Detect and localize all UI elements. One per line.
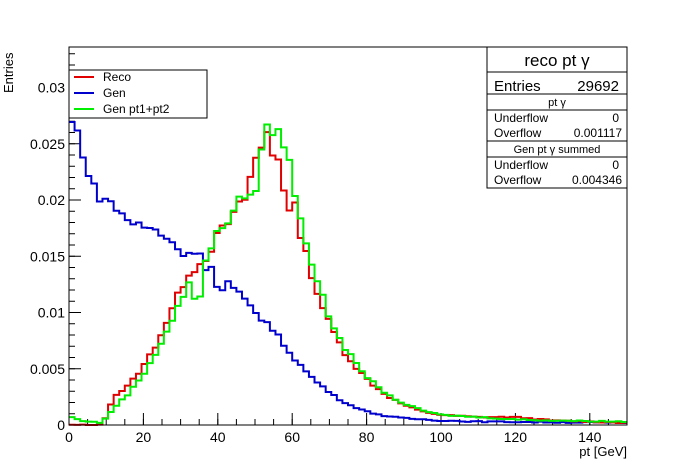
legend-label-gen: Gen [103,86,126,100]
stats-underflow2-value: 0 [612,158,619,172]
x-axis-title: pt [GeV] [579,444,627,459]
stats-underflow2-label: Underflow [494,158,548,172]
stats-underflow1-value: 0 [612,111,619,125]
legend-label-reco: Reco [103,70,131,84]
y-tick-label: 0.03 [38,80,65,96]
stats-section1-title: pt γ [548,97,566,109]
legend: Reco Gen Gen pt1+pt2 [68,69,208,119]
y-tick-label: 0.025 [30,136,65,152]
stats-section2-title: Gen pt γ summed [514,144,601,156]
x-tick-label: 120 [504,429,528,445]
stats-title: reco pt γ [524,51,590,70]
series-line-gen-pt1-pt2 [69,123,627,424]
x-tick-label: 140 [578,429,602,445]
stats-overflow2-value: 0.004346 [572,173,622,187]
stats-frame [486,46,628,189]
y-axis-title: Entries [1,52,16,93]
stats-overflow1-value: 0.001117 [574,126,623,140]
y-tick-label: 0.01 [38,305,65,321]
y-tick-label: 0.02 [38,192,65,208]
x-tick-label: 40 [210,429,226,445]
plot-frame [68,46,628,426]
stats-overflow2-label: Overflow [494,173,542,187]
legend-label-gen-sum: Gen pt1+pt2 [103,102,170,116]
stats-overflow1-label: Overflow [494,126,542,140]
x-tick-label: 0 [65,429,73,445]
y-tick-label: 0 [57,417,65,433]
stats-entries-label: Entries [494,78,541,95]
stats-entries-value: 29692 [577,78,619,95]
x-tick-labels: 0 20 40 60 80 100 120 140 [65,429,602,445]
x-tick-label: 100 [429,429,453,445]
x-tick-label: 20 [136,429,152,445]
stats-underflow1-label: Underflow [494,111,548,125]
y-tick-labels: 0 0.005 0.01 0.015 0.02 0.025 0.03 [30,80,65,434]
x-tick-label: 60 [284,429,300,445]
series-line-gen [69,121,627,424]
series-layer [69,121,627,426]
stats-box: reco pt γ Entries 29692 pt γ Underflow 0… [486,46,628,189]
y-tick-label: 0.005 [30,361,65,377]
y-tick-label: 0.015 [30,248,65,264]
x-tick-label: 80 [359,429,375,445]
